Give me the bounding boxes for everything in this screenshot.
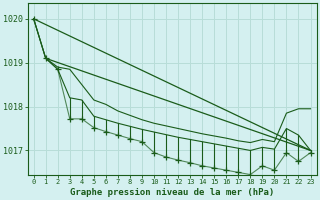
X-axis label: Graphe pression niveau de la mer (hPa): Graphe pression niveau de la mer (hPa): [70, 188, 274, 197]
